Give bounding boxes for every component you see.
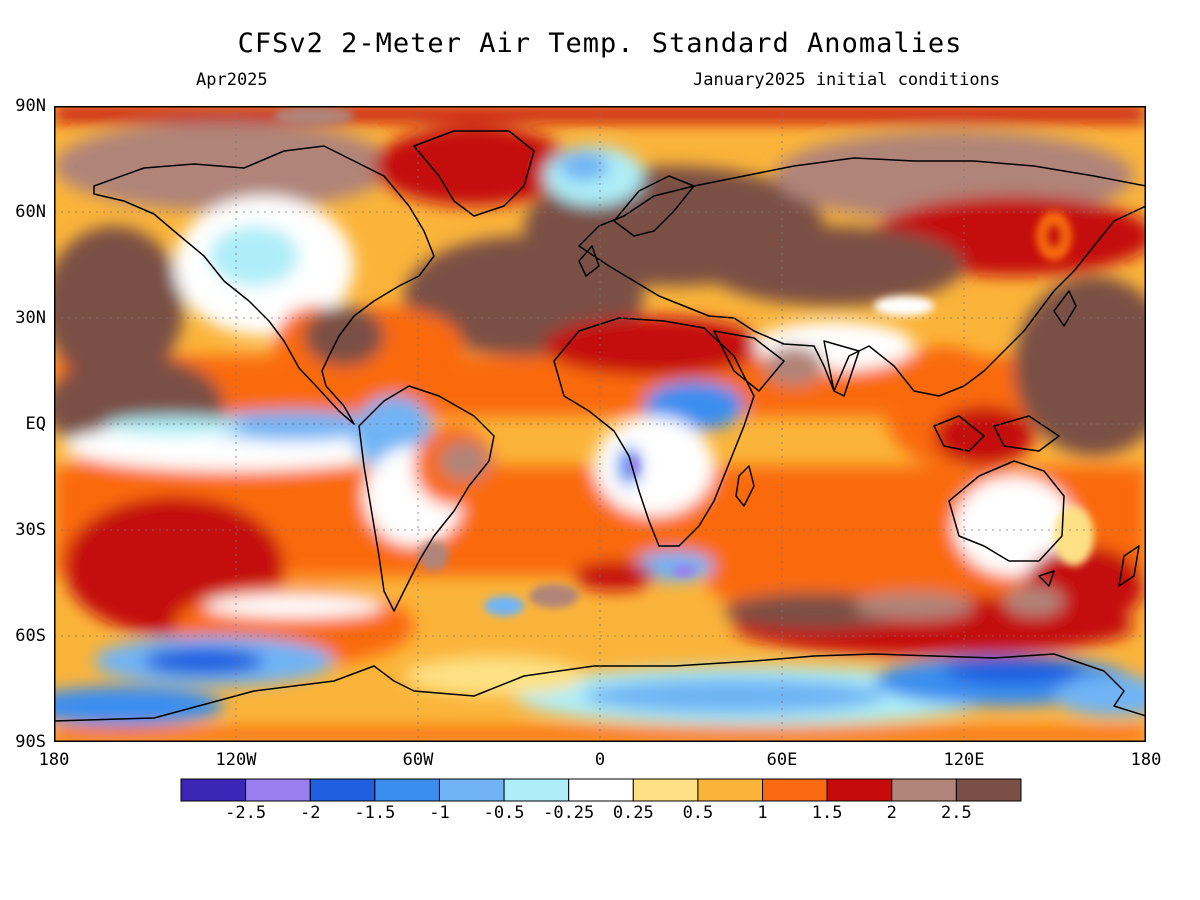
colorbar-label: -1 (429, 803, 450, 823)
valid-month-label: Apr2025 (196, 70, 268, 90)
colorbar-swatch (762, 778, 828, 802)
colorbar-label: -0.5 (483, 803, 525, 823)
colorbar-label: -0.25 (543, 803, 595, 823)
colorbar-swatch (955, 778, 1022, 802)
colorbar-swatch (632, 778, 699, 802)
colorbar-swatch (503, 778, 570, 802)
colorbar-label: 2 (886, 803, 897, 823)
init-conditions-label: January2025 initial conditions (693, 70, 1001, 90)
coastlines (54, 130, 1146, 722)
lat-label-30n: 30N (15, 308, 46, 328)
lon-label-0: 0 (594, 750, 606, 770)
lat-label-30s: 30S (15, 520, 46, 540)
lon-label-120w: 120W (215, 750, 257, 770)
colorbar-label: 1 (757, 803, 768, 823)
colorbar-swatch (568, 778, 634, 802)
colorbar-label: 1.5 (811, 803, 843, 823)
colorbar-label: -2 (299, 803, 321, 823)
lon-label-180w: 180 (38, 750, 70, 770)
gridlines (54, 106, 1146, 742)
colorbar-swatch (891, 778, 957, 802)
colorbar-swatch (697, 778, 764, 802)
colorbar-swatch (438, 778, 505, 802)
anomaly-detail (274, 106, 1094, 616)
colorbar-swatch (309, 778, 376, 802)
lat-label-90n: 90N (15, 96, 46, 116)
colorbar-swatch (826, 778, 893, 802)
lon-label-60w: 60W (402, 750, 434, 770)
colorbar-swatch (180, 778, 247, 802)
lon-label-120e: 120E (943, 750, 985, 770)
lon-label-60e: 60E (766, 750, 798, 770)
map-title: CFSv2 2-Meter Air Temp. Standard Anomali… (237, 28, 963, 59)
lat-label-60s: 60S (15, 626, 46, 646)
lat-label-eq: EQ (25, 414, 46, 434)
map-frame (54, 106, 1146, 742)
colorbar-label: -2.5 (225, 803, 267, 823)
colorbar-label: 2.5 (941, 803, 972, 823)
lat-label-90s: 90S (15, 732, 46, 752)
colorbar-label: 0.25 (612, 803, 654, 823)
lon-label-180e: 180 (1130, 750, 1162, 770)
anomaly-map (54, 106, 1146, 742)
colorbar-swatch (245, 778, 311, 802)
colorbar-label: -1.5 (354, 803, 396, 823)
lat-label-60n: 60N (15, 202, 46, 222)
colorbar-swatch (374, 778, 440, 802)
colorbar-label: 0.5 (682, 803, 714, 823)
colorbar (180, 778, 1022, 802)
